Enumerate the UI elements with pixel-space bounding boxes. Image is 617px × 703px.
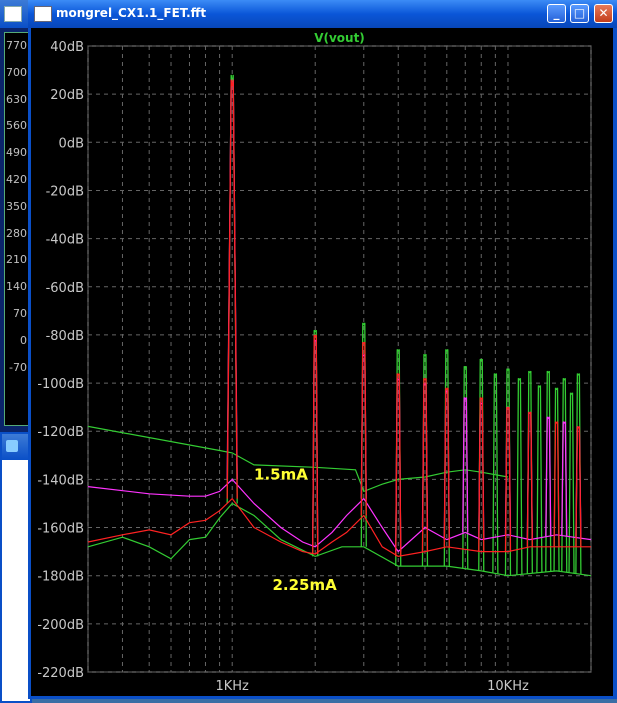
window-title: mongrel_CX1.1_FET.fft (56, 6, 207, 20)
background-tick-label: 770 (6, 39, 27, 52)
background-tick-label: 280 (6, 226, 27, 240)
plot-frame (87, 45, 592, 673)
plot-area[interactable]: 40dB 20dB 0dB -20dB -40dB -60dB -80dB -100dB -12… (31, 28, 613, 696)
spectrum-peak (395, 373, 402, 557)
spectrum-peak (462, 397, 469, 533)
fft-chart[interactable]: 40dB 20dB 0dB -20dB -40dB -60dB -80dB -100dB -12… (31, 28, 613, 696)
spectrum-peak (360, 322, 367, 547)
spectrum-peak (545, 416, 552, 537)
spectrum-peak (526, 411, 533, 547)
y-tick-label: -20dB (46, 184, 84, 199)
y-tick-label: -160dB (37, 522, 84, 537)
background-tick-label: 350 (6, 199, 27, 213)
background-window-secondary-titlebar[interactable] (2, 434, 30, 460)
y-tick-label: -180dB (37, 570, 84, 585)
background-tick-label: 210 (6, 253, 27, 267)
spectrum-peak (421, 378, 429, 552)
background-window-titlebar[interactable] (0, 0, 32, 28)
spectrum-peak (443, 349, 450, 567)
y-tick-label: -140dB (37, 473, 84, 488)
app-icon (6, 440, 18, 452)
y-tick-label: -220dB (37, 666, 84, 681)
background-tick-label: 560 (6, 119, 27, 133)
minimize-button[interactable]: _ (547, 4, 566, 23)
spectrum-peak (526, 370, 533, 574)
spectrum-peak (462, 365, 469, 569)
series-line (87, 425, 509, 493)
maximize-button[interactable]: □ (570, 4, 589, 23)
annotation-label: 1.5mA (254, 465, 308, 483)
y-tick-label: -200dB (37, 618, 84, 633)
background-tick-label: 700 (6, 65, 27, 79)
spectrum-peak (226, 74, 238, 504)
spectrum-peak (553, 387, 560, 571)
series-line (87, 478, 592, 553)
waveform-icon (4, 6, 22, 22)
spectrum-peak (568, 392, 575, 573)
background-tick-label: 490 (6, 146, 27, 160)
spectrum-peak (443, 387, 450, 547)
waveform-icon (34, 6, 52, 22)
legend-label: V(vout) (314, 31, 365, 45)
spectrum-peak (553, 421, 560, 547)
spectrum-peak (504, 368, 512, 576)
spectrum-peak (536, 385, 543, 573)
series-line (87, 502, 592, 577)
spectrum-peak (395, 349, 402, 567)
spectrum-peak (312, 334, 319, 555)
fft-window: mongrel_CX1.1_FET.fft _ □ ✕ 40dB 20dB 0dB -… (28, 0, 617, 699)
background-tick-label: 70 (13, 307, 27, 320)
background-tick-label: 630 (6, 92, 27, 106)
window-titlebar[interactable]: mongrel_CX1.1_FET.fft _ □ ✕ (28, 0, 617, 28)
close-button[interactable]: ✕ (594, 4, 613, 23)
spectrum-peak (478, 397, 485, 552)
background-tick-label: -70 (9, 360, 27, 374)
spectrum-peak (421, 353, 429, 567)
x-tick-label: 10KHz (487, 679, 529, 694)
background-plot: 770 700 630 560 490 420 350 280 210 140 70 0 -70 (4, 32, 30, 426)
y-tick-label: 20dB (50, 88, 84, 103)
y-tick-label: -60dB (46, 281, 84, 296)
spectrum-peak (312, 329, 319, 557)
spectrum-peak (492, 373, 499, 574)
y-tick-label: -100dB (37, 377, 84, 392)
spectrum-peak (575, 373, 582, 574)
spectrum-peak (226, 79, 238, 499)
y-tick-label: -40dB (46, 233, 84, 248)
y-tick-label: 0dB (59, 136, 84, 151)
spectrum-peak (504, 406, 512, 552)
y-tick-label: -120dB (37, 425, 84, 440)
y-tick-label: -80dB (46, 329, 84, 344)
x-tick-label: 1KHz (215, 679, 249, 694)
spectrum-peak (478, 358, 485, 571)
spectrum-peak (360, 341, 367, 516)
spectrum-peak (516, 378, 523, 575)
background-tick-label: 420 (6, 173, 27, 186)
spectrum-peak (561, 421, 568, 536)
annotation-label: 2.25mA (272, 576, 337, 594)
y-tick-label: 40dB (50, 40, 84, 55)
background-tick-label: 140 (6, 280, 27, 294)
spectrum-peak (575, 426, 582, 547)
background-tick-label: 0 (20, 333, 27, 347)
spectrum-peak (545, 370, 552, 572)
series-line (87, 497, 591, 558)
spectrum-peak (561, 378, 568, 572)
